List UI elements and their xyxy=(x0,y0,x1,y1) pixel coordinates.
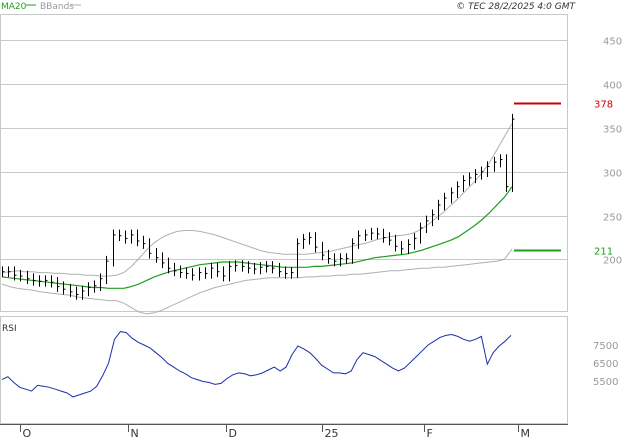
x-tick-label: N xyxy=(131,427,139,440)
price-tick-label: 350 xyxy=(603,125,622,136)
x-tick-label: 25 xyxy=(325,427,339,440)
price-tick-label: 400 xyxy=(603,81,622,92)
rsi-panel-frame xyxy=(0,316,568,424)
price-tick-label: 250 xyxy=(603,213,622,224)
x-tick-label: O xyxy=(23,427,32,440)
price-bars xyxy=(2,113,515,300)
bollinger-bands xyxy=(1,123,513,315)
bband-upper-line xyxy=(1,123,513,277)
price-tick-label: 300 xyxy=(603,169,622,180)
copyright-text: © TEC 28/2/2025 4:0 GMT xyxy=(456,2,576,12)
price-tick-label: 200 xyxy=(603,256,622,267)
legend-ma20: MA20 xyxy=(1,2,27,12)
ma20-line xyxy=(1,186,513,289)
x-tick-label: F xyxy=(427,427,433,440)
bband-lower-line xyxy=(1,248,513,315)
resistance-level-label: 378 xyxy=(594,100,613,111)
axes: 200 250 300 350 400 450 7500 6500 5500 O N D 25 F M xyxy=(0,37,622,440)
legend-bbands: BBands xyxy=(40,2,74,12)
rsi-panel xyxy=(1,331,512,398)
rsi-tick-label: 7500 xyxy=(593,341,618,352)
rsi-title: RSI xyxy=(2,324,17,334)
ma20-polyline xyxy=(1,186,513,289)
rsi-tick-label: 6500 xyxy=(593,359,618,370)
price-panel-frame xyxy=(0,14,568,312)
rsi-polyline xyxy=(1,331,512,398)
x-tick-label: M xyxy=(521,427,531,440)
x-tick-label: D xyxy=(229,427,237,440)
price-levels: 378 211 xyxy=(514,100,613,258)
grid-lines xyxy=(0,14,568,424)
price-tick-label: 450 xyxy=(603,37,622,48)
support-level-label: 211 xyxy=(594,247,613,258)
rsi-tick-label: 5500 xyxy=(593,377,618,388)
